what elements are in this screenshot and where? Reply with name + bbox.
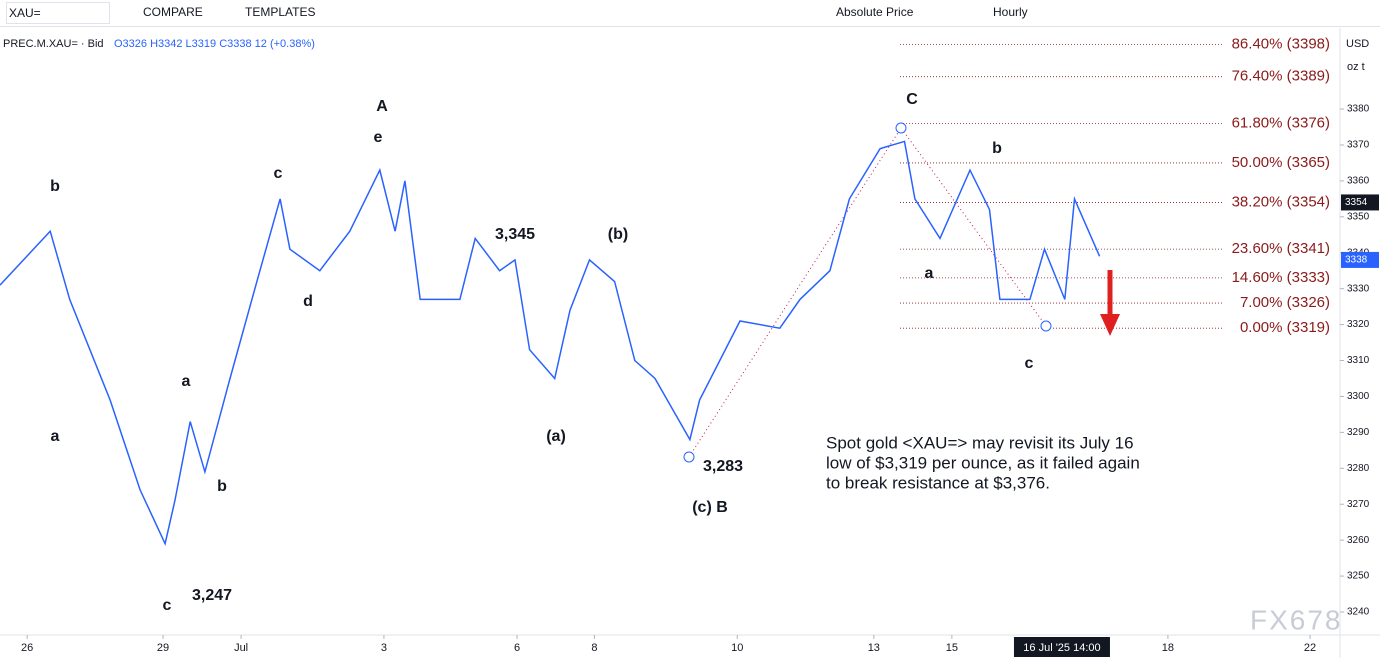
legend-ohlc: O3326 H3342 L3319 C3338 12 (+0.38%) [114, 38, 315, 50]
x-tick-label: 22 [1304, 642, 1316, 654]
fib-label: 50.00% (3365) [1232, 154, 1330, 171]
fib-label: 38.20% (3354) [1232, 193, 1330, 210]
wave-label: d [303, 293, 313, 310]
fib-label: 86.40% (3398) [1232, 35, 1330, 52]
wave-label: (c) B [692, 499, 728, 516]
watermark: FX678 [1250, 604, 1343, 635]
y-tick-label: 3380 [1347, 104, 1370, 115]
wave-connector [688, 127, 1047, 458]
templates-button[interactable]: TEMPLATES [245, 5, 316, 19]
x-tick-label: 3 [381, 642, 387, 654]
wave-label: C [906, 91, 918, 108]
wave-label: (b) [608, 226, 628, 243]
crosshair-tag [1013, 637, 1110, 657]
x-tick-label: 29 [157, 642, 169, 654]
y-tick-label: 3350 [1347, 211, 1370, 222]
y-tick-label: 3260 [1347, 535, 1370, 546]
wave-label: c [163, 597, 172, 614]
price-tag-label: 3354 [1345, 197, 1368, 208]
y-tick-label: 3320 [1347, 319, 1370, 330]
wave-label: a [51, 428, 60, 445]
currency-label: USD [1346, 38, 1369, 50]
y-tick-label: 3290 [1347, 427, 1370, 438]
fib-label: 0.00% (3319) [1240, 319, 1330, 336]
wave-label: (a) [546, 428, 566, 445]
price-mode-select[interactable]: Absolute Price [836, 5, 914, 19]
compare-button[interactable]: COMPARE [143, 5, 203, 19]
fib-label: 23.60% (3341) [1232, 240, 1330, 257]
wave-label: b [992, 140, 1002, 157]
price-tag-label: 3338 [1345, 255, 1368, 266]
wave-label: a [182, 373, 191, 390]
fib-label: 61.80% (3376) [1232, 114, 1330, 131]
y-tick-label: 3330 [1347, 283, 1370, 294]
x-tick-label: 13 [868, 642, 880, 654]
x-tick-label: 10 [731, 642, 743, 654]
wave-label: 3,345 [495, 226, 535, 243]
y-tick-label: 3250 [1347, 571, 1370, 582]
toolbar: XAU= COMPARE TEMPLATES Absolute Price Ho… [0, 0, 1380, 27]
y-tick-label: 3300 [1347, 391, 1370, 402]
wave-label: c [274, 165, 283, 182]
price-tag [1341, 251, 1379, 268]
crosshair-label: 16 Jul '25 14:00 [1023, 642, 1100, 654]
wave-label: b [217, 478, 227, 495]
y-tick-label: 3240 [1347, 607, 1370, 618]
x-tick-label: Jul [234, 642, 248, 654]
wave-label: 3,247 [192, 587, 232, 604]
x-tick-label: 15 [946, 642, 958, 654]
y-tick-label: 3280 [1347, 463, 1370, 474]
x-tick-label: 26 [21, 642, 33, 654]
wave-point [683, 451, 695, 463]
down-arrow-head [1100, 314, 1120, 336]
price-line [0, 140, 1101, 547]
wave-label: 3,283 [703, 458, 743, 475]
wave-label: c [1025, 355, 1034, 372]
x-tick-label: 6 [514, 642, 520, 654]
y-tick-label: 3270 [1347, 499, 1370, 510]
x-tick-label: 8 [591, 642, 597, 654]
legend-instrument: PREC.M.XAU= · Bid [3, 38, 104, 50]
interval-select[interactable]: Hourly [993, 5, 1028, 19]
fib-label: 76.40% (3389) [1232, 68, 1330, 85]
wave-label: a [925, 265, 934, 282]
price-tag [1341, 194, 1379, 211]
note-line: low of $3,319 per ounce, as it failed ag… [826, 453, 1140, 472]
wave-label: A [376, 98, 388, 115]
wave-point [1040, 320, 1052, 332]
wave-label: b [50, 178, 60, 195]
wave-label: e [374, 129, 383, 146]
unit-label: oz t [1347, 61, 1365, 73]
note-line: to break resistance at $3,376. [826, 473, 1050, 492]
symbol-search[interactable]: XAU= [6, 2, 110, 24]
wave-point [895, 122, 907, 134]
note-line: Spot gold <XAU=> may revisit its July 16 [826, 433, 1134, 452]
x-tick-label: 18 [1162, 642, 1174, 654]
fib-label: 7.00% (3326) [1240, 294, 1330, 311]
y-tick-label: 3370 [1347, 140, 1370, 151]
fib-label: 14.60% (3333) [1232, 269, 1330, 286]
y-tick-label: 3310 [1347, 355, 1370, 366]
y-tick-label: 3360 [1347, 176, 1370, 187]
